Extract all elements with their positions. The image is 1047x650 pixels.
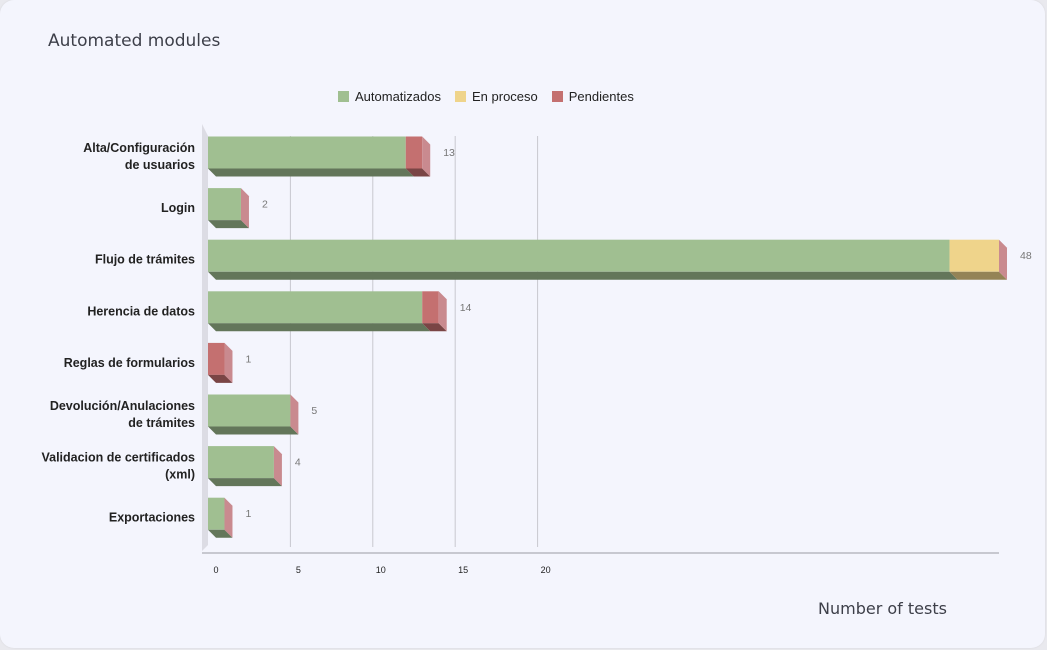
bar-3-2 — [422, 291, 439, 324]
bar-2-1 — [949, 239, 999, 272]
category-label-4-0: Reglas de formularios — [64, 356, 195, 370]
legend-item-en-proceso[interactable]: En proceso — [455, 89, 538, 104]
x-tick-label-5: 5 — [296, 565, 301, 575]
x-tick-label-10: 10 — [376, 565, 386, 575]
bar-6-0 — [208, 446, 274, 479]
bar-5-0 — [208, 394, 291, 427]
category-label-5-1: de trámites — [128, 416, 195, 430]
legend-label-en-proceso: En proceso — [472, 89, 538, 104]
bar-bottom-2-1 — [949, 271, 1007, 280]
legend-label-pendientes: Pendientes — [568, 89, 634, 104]
chart-side-wall — [202, 124, 208, 551]
bar-end-4 — [224, 342, 233, 383]
total-label-1: 2 — [262, 199, 268, 211]
legend-item-pendientes[interactable]: Pendientes — [551, 89, 634, 104]
bar-bottom-0-0 — [208, 168, 414, 177]
x-tick-label-15: 15 — [458, 565, 468, 575]
legend: Automatizados En proceso Pendientes — [338, 89, 634, 104]
total-label-5: 5 — [311, 405, 317, 417]
bar-bottom-3-2 — [422, 323, 447, 332]
x-tick-label-20: 20 — [541, 565, 551, 575]
chart-title: Automated modules — [48, 31, 221, 51]
category-label-0-1: de usuarios — [125, 158, 195, 172]
bar-3-0 — [208, 291, 423, 324]
bar-bottom-2-0 — [208, 271, 958, 280]
total-label-3: 14 — [460, 302, 472, 314]
total-label-0: 13 — [443, 147, 455, 159]
bar-4-2 — [208, 342, 225, 375]
total-label-6: 4 — [295, 457, 301, 469]
category-label-0-0: Alta/Configuración — [83, 141, 195, 155]
bar-bottom-7-0 — [208, 529, 233, 538]
legend-swatch-automatizados — [338, 91, 349, 102]
legend-label-automatizados: Automatizados — [355, 89, 441, 104]
legend-item-automatizados[interactable]: Automatizados — [338, 89, 441, 104]
category-label-6-1: (xml) — [165, 468, 195, 482]
category-label-3-0: Herencia de datos — [87, 304, 195, 318]
category-label-6-0: Validacion de certificados — [41, 451, 195, 465]
category-label-7-0: Exportaciones — [109, 511, 195, 525]
bar-2-0 — [208, 239, 950, 272]
legend-swatch-pendientes — [551, 91, 563, 102]
bar-end-3 — [438, 291, 447, 332]
bar-bottom-5-0 — [208, 426, 299, 435]
bar-end-0 — [422, 136, 431, 177]
legend-swatch-en-proceso — [455, 91, 466, 102]
bar-7-0 — [208, 497, 225, 530]
category-label-1-0: Login — [161, 201, 195, 215]
category-label-2-0: Flujo de trámites — [95, 253, 195, 267]
bar-1-0 — [208, 188, 241, 221]
bar-bottom-6-0 — [208, 478, 282, 487]
bar-end-2 — [999, 239, 1007, 280]
total-label-2: 48 — [1020, 250, 1032, 262]
bar-bottom-1-0 — [208, 220, 249, 229]
bar-0-0 — [208, 136, 406, 169]
bar-end-1 — [240, 188, 249, 229]
bar-bottom-0-2 — [405, 168, 431, 177]
x-tick-label-0: 0 — [213, 565, 218, 575]
total-label-4: 1 — [245, 353, 251, 365]
total-label-7: 1 — [245, 508, 251, 520]
bar-0-2 — [405, 136, 423, 169]
bar-bottom-4-2 — [208, 374, 233, 383]
x-axis-title: Number of tests — [818, 599, 947, 618]
bar-end-7 — [224, 497, 233, 538]
category-label-5-0: Devolución/Anulaciones — [50, 399, 195, 413]
bar-end-6 — [273, 446, 282, 487]
bar-end-5 — [290, 394, 299, 435]
bar-bottom-3-0 — [208, 323, 431, 332]
